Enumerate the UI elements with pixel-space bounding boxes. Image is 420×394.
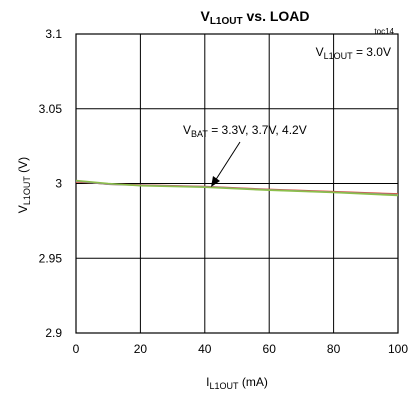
y-tick-label: 3.05: [39, 102, 63, 116]
y-axis-label: VL1OUT (V): [16, 157, 32, 213]
plot-frame: [75, 33, 399, 334]
toc-label: toc14: [374, 27, 394, 36]
y-tick-label: 2.95: [39, 251, 63, 265]
plot-area: 0 20 40 60 80 100 2.9 2.95 3 3.05 3.1: [39, 27, 409, 356]
y-tick-label: 3: [55, 177, 62, 191]
x-tick-label: 20: [134, 342, 148, 356]
x-tick-label: 0: [73, 342, 80, 356]
series-annotation: VBAT = 3.3V, 3.7V, 4.2V: [183, 123, 307, 139]
x-tick-label: 80: [327, 342, 341, 356]
series-line-4.2V: [75, 179, 399, 197]
x-axis-label: IL1OUT (mA): [206, 375, 268, 391]
x-tick-label: 100: [388, 342, 408, 356]
y-tick-label: 2.9: [45, 326, 62, 340]
x-tick-label: 60: [263, 342, 277, 356]
y-tick-label: 3.1: [45, 27, 62, 41]
annotation-arrow: [211, 141, 241, 187]
condition-annotation: VL1OUT = 3.0V: [316, 45, 391, 61]
chart-title: VL1OUT vs. LOAD: [200, 8, 309, 27]
x-tick-label: 40: [198, 342, 212, 356]
